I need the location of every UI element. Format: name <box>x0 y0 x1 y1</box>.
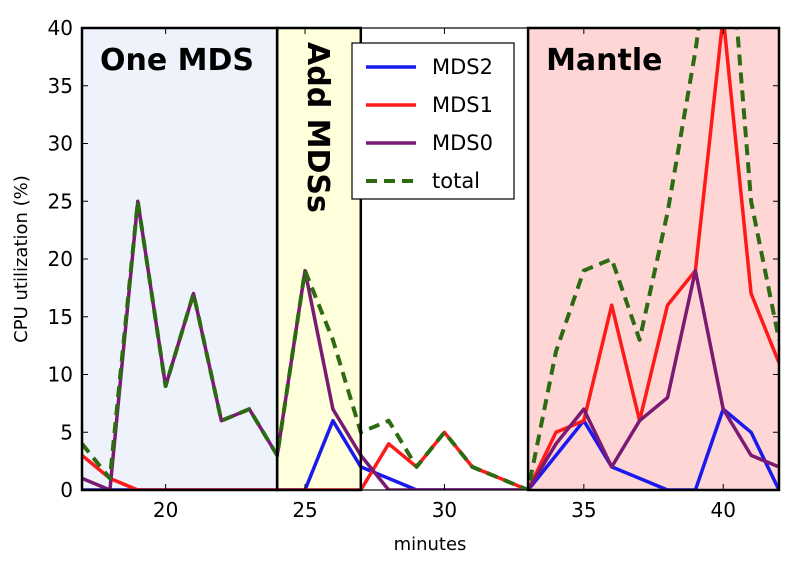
legend-label-mds1: MDS1 <box>432 93 493 117</box>
y-axis-label: CPU utilization (%) <box>11 175 32 343</box>
x-axis-label: minutes <box>394 534 467 555</box>
y-tick-label: 0 <box>60 478 73 502</box>
region-label-one-mds: One MDS <box>100 43 254 78</box>
legend-label-total: total <box>432 169 480 193</box>
x-tick-label: 35 <box>571 498 596 522</box>
series-layer <box>82 28 779 490</box>
x-tick-label: 40 <box>711 498 736 522</box>
y-tick-label: 15 <box>48 305 73 329</box>
region-shading <box>82 28 779 490</box>
region-mantle <box>528 28 779 490</box>
region-label-mantle: Mantle <box>546 43 662 78</box>
region-label-add-mdss: Add MDSs <box>300 42 335 213</box>
series-line-total <box>82 28 779 490</box>
legend-label-mds2: MDS2 <box>432 55 493 79</box>
series-line-mds2 <box>82 407 779 490</box>
y-tick-label: 20 <box>48 247 73 271</box>
region-one-mds <box>82 28 278 490</box>
x-tick-label: 25 <box>292 498 317 522</box>
y-tick-label: 30 <box>48 132 73 156</box>
series-line-mds0 <box>82 199 779 490</box>
x-tick-label: 20 <box>153 498 178 522</box>
legend: MDS2 MDS1 MDS0 total <box>351 42 515 200</box>
y-tick-label: 25 <box>48 189 73 213</box>
y-tick-label: 5 <box>60 420 73 444</box>
y-tick-label: 10 <box>48 363 73 387</box>
region-labels: One MDS Add MDSs Mantle <box>100 42 663 213</box>
legend-box <box>351 42 515 200</box>
y-tick-label: 35 <box>48 74 73 98</box>
y-tick-label: 40 <box>48 16 73 40</box>
legend-label-mds0: MDS0 <box>432 131 493 155</box>
axis-ticks: 20 25 30 35 40 0 5 10 15 20 25 30 35 40 <box>48 16 779 522</box>
region-add-mdss <box>277 28 361 490</box>
x-tick-label: 30 <box>432 498 457 522</box>
